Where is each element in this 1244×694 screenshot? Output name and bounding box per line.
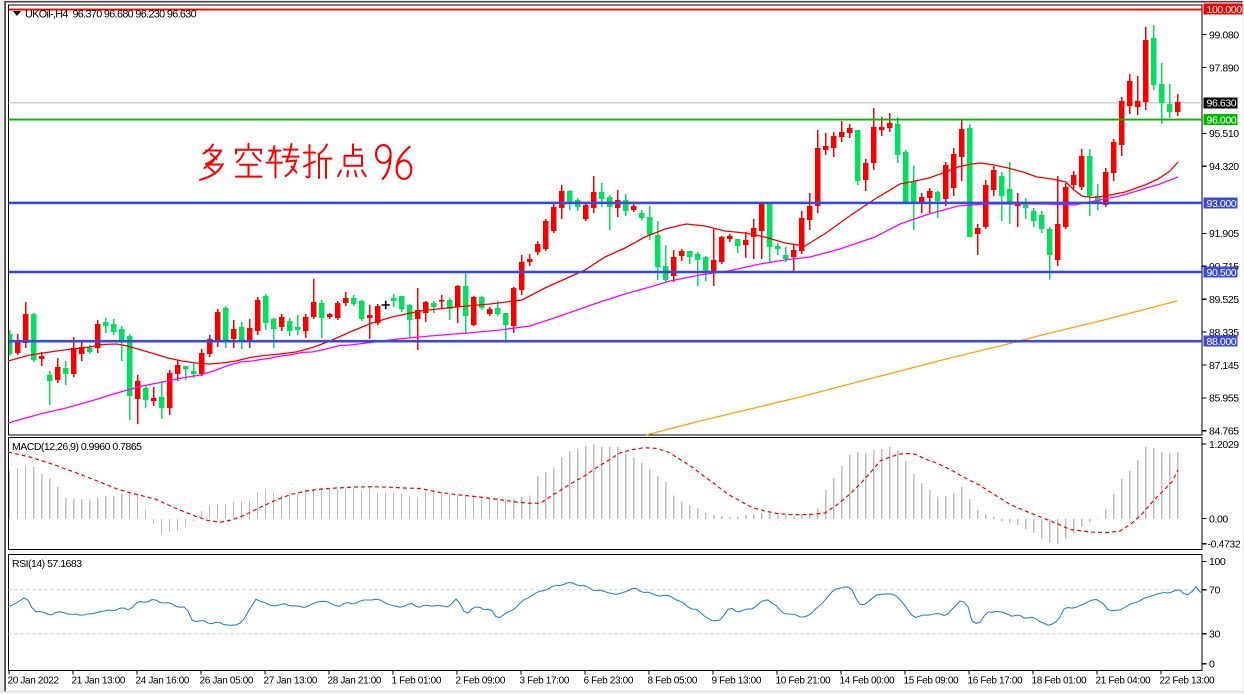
svg-text:2 Feb 09:00: 2 Feb 09:00	[456, 676, 506, 687]
svg-text:94.320: 94.320	[1209, 161, 1239, 173]
svg-text:26 Jan 05:00: 26 Jan 05:00	[200, 676, 254, 687]
svg-text:0: 0	[1209, 659, 1215, 671]
svg-text:8 Feb 05:00: 8 Feb 05:00	[648, 676, 698, 687]
svg-text:RSI(14) 57.1683: RSI(14) 57.1683	[12, 558, 82, 570]
svg-text:10 Feb 21:00: 10 Feb 21:00	[776, 676, 832, 687]
svg-text:3 Feb 17:00: 3 Feb 17:00	[520, 676, 570, 687]
svg-text:84.765: 84.765	[1209, 426, 1239, 438]
svg-text:96.630: 96.630	[1207, 98, 1237, 110]
svg-text:24 Jan 16:00: 24 Jan 16:00	[136, 676, 190, 687]
svg-text:1.2029: 1.2029	[1209, 439, 1239, 451]
svg-text:99.080: 99.080	[1209, 29, 1239, 41]
svg-text:97.890: 97.890	[1209, 62, 1239, 74]
svg-text:90.500: 90.500	[1207, 267, 1237, 279]
svg-text:88.000: 88.000	[1207, 336, 1237, 348]
svg-text:87.145: 87.145	[1209, 360, 1239, 372]
svg-text:96.000: 96.000	[1207, 114, 1237, 126]
svg-text:20 Jan 2022: 20 Jan 2022	[8, 676, 60, 687]
svg-text:70: 70	[1209, 585, 1220, 597]
svg-text:89.525: 89.525	[1209, 294, 1239, 306]
svg-text:-0.4732: -0.4732	[1208, 539, 1241, 551]
svg-text:15 Feb 09:00: 15 Feb 09:00	[904, 676, 960, 687]
svg-text:95.510: 95.510	[1209, 128, 1239, 140]
svg-text:93.000: 93.000	[1207, 198, 1237, 210]
svg-text:6 Feb 23:00: 6 Feb 23:00	[584, 676, 634, 687]
svg-text:0.00: 0.00	[1209, 513, 1228, 525]
svg-text:100.000: 100.000	[1207, 4, 1243, 16]
svg-text:9 Feb 13:00: 9 Feb 13:00	[712, 676, 762, 687]
svg-text:22 Feb 13:00: 22 Feb 13:00	[1160, 676, 1216, 687]
svg-text:16 Feb 17:00: 16 Feb 17:00	[968, 676, 1024, 687]
svg-text:18 Feb 01:00: 18 Feb 01:00	[1032, 676, 1088, 687]
svg-text:21 Feb 04:00: 21 Feb 04:00	[1096, 676, 1152, 687]
svg-text:30: 30	[1209, 629, 1220, 641]
svg-text:UKOil-,H4 96.370 96.680 96.23: UKOil-,H4 96.370 96.680 96.230 96.630	[25, 9, 197, 21]
svg-text:14 Feb 00:00: 14 Feb 00:00	[840, 676, 896, 687]
svg-text:21 Jan 13:00: 21 Jan 13:00	[72, 676, 126, 687]
svg-text:91.905: 91.905	[1209, 228, 1239, 240]
svg-text:27 Jan 13:00: 27 Jan 13:00	[264, 676, 318, 687]
svg-text:85.955: 85.955	[1209, 393, 1239, 405]
svg-text:MACD(12,26,9) 0.9960 0.7865: MACD(12,26,9) 0.9960 0.7865	[12, 441, 142, 453]
svg-text:1 Feb 01:00: 1 Feb 01:00	[392, 676, 442, 687]
svg-text:100: 100	[1209, 556, 1226, 568]
svg-text:28 Jan 21:00: 28 Jan 21:00	[328, 676, 382, 687]
